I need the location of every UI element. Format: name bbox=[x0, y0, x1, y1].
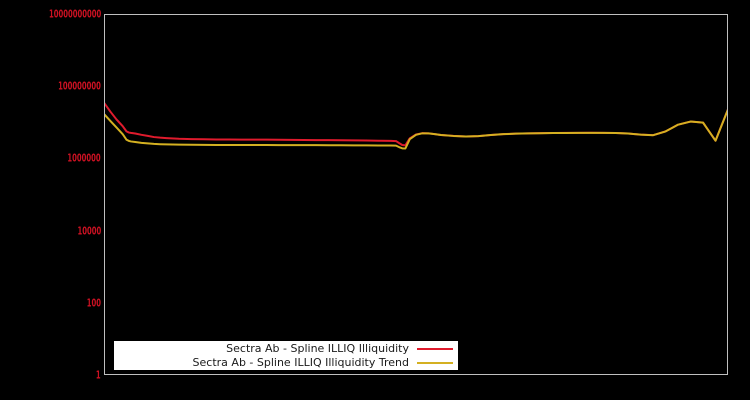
y-axis-tick-label: 100 bbox=[86, 296, 101, 310]
legend-item-label: Sectra Ab - Spline ILLIQ Illiquidity Tre… bbox=[192, 356, 409, 369]
plot-frame-border bbox=[104, 14, 728, 375]
legend-item[interactable]: Sectra Ab - Spline ILLIQ Illiquidity Tre… bbox=[115, 356, 457, 370]
y-axis-tick-label: 1000000 bbox=[67, 151, 101, 165]
y-axis-tick-label: 10000000000 bbox=[48, 7, 101, 21]
series-line-trend bbox=[104, 109, 728, 148]
legend-item[interactable]: Sectra Ab - Spline ILLIQ Illiquidity bbox=[115, 342, 457, 356]
y-axis-tick-label: 1 bbox=[96, 368, 101, 382]
series-layer bbox=[104, 103, 728, 149]
legend-color-swatch-trend bbox=[417, 362, 453, 364]
legend-item-label: Sectra Ab - Spline ILLIQ Illiquidity bbox=[226, 342, 409, 355]
chart-legend: Sectra Ab - Spline ILLIQ Illiquidity Sec… bbox=[114, 341, 458, 370]
y-axis-tick-labels: 10000000000 100000000 1000000 10000 100 1 bbox=[0, 0, 101, 400]
y-axis-tick-label: 10000 bbox=[77, 224, 101, 238]
y-axis-tick-label: 100000000 bbox=[58, 79, 101, 93]
legend-color-swatch-illiquidity bbox=[417, 348, 453, 350]
plot-area bbox=[104, 14, 728, 375]
